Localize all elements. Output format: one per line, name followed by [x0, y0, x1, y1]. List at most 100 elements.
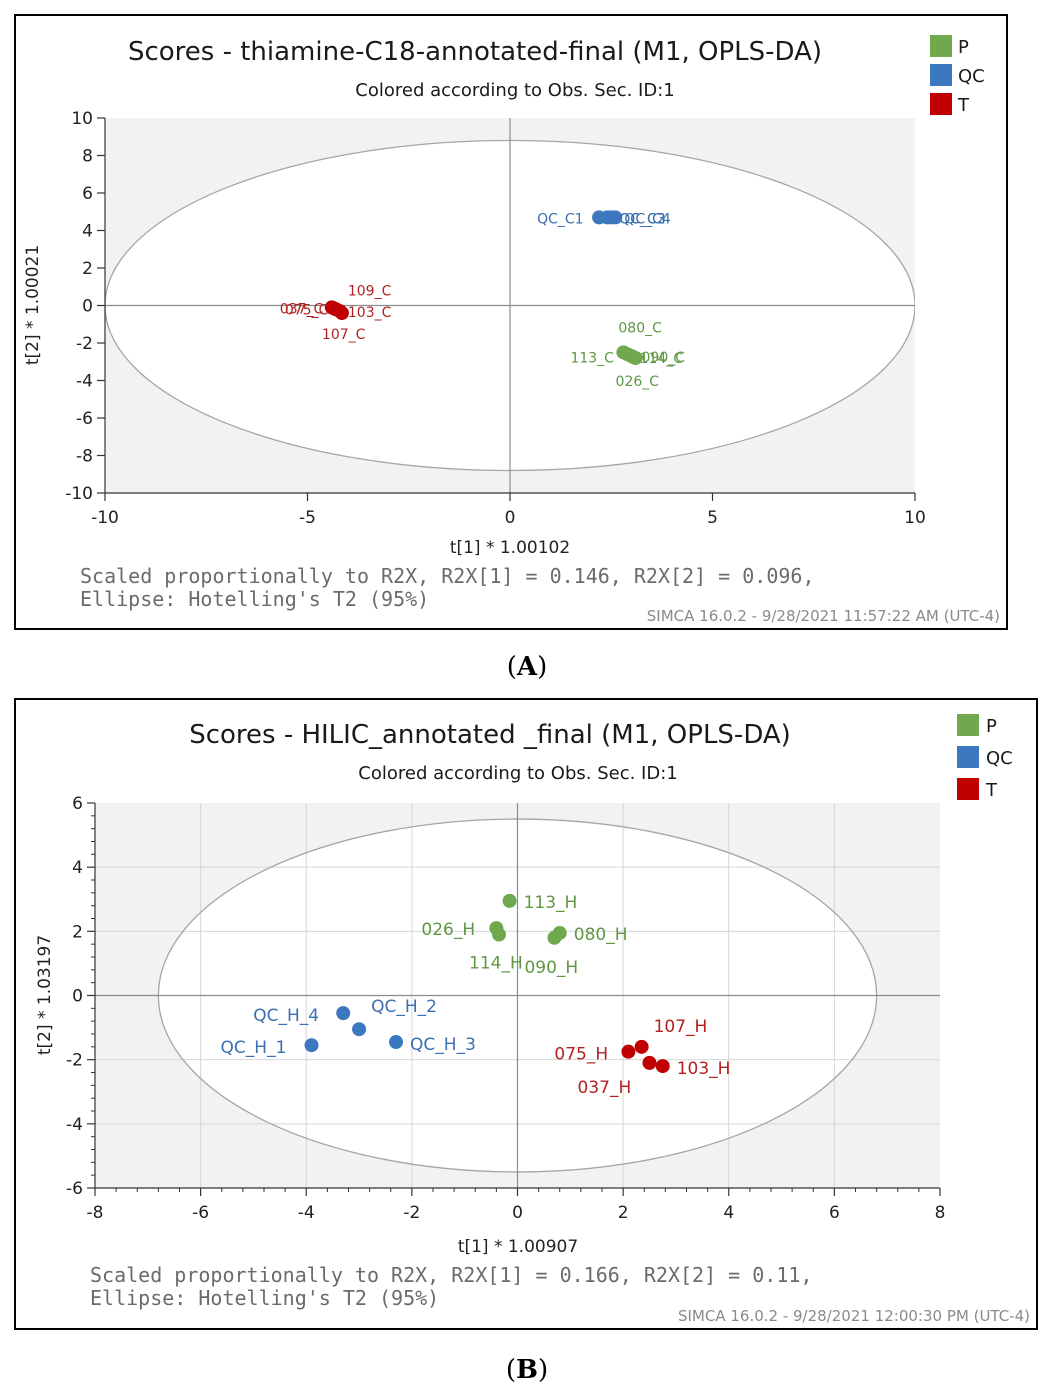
- y-tick-label: 0: [82, 297, 93, 317]
- point-label: 109_C: [348, 283, 392, 299]
- panel-b-label: (B): [506, 1355, 548, 1385]
- y-tick-label: -2: [66, 1051, 83, 1071]
- x-tick-label: 10: [904, 508, 926, 528]
- legend-swatch-t: [957, 778, 979, 800]
- x-tick-label: 8: [935, 1203, 946, 1223]
- legend-label-t: T: [985, 780, 998, 801]
- x-tick-label: -5: [299, 508, 316, 528]
- panel-a-software-stamp: SIMCA 16.0.2 - 9/28/2021 11:57:22 AM (UT…: [647, 607, 1000, 625]
- point-label: 080_C: [618, 320, 662, 336]
- point-label: 090_C: [642, 350, 686, 366]
- series-p: 113_H 026_H 114_H 090_H 080_H: [421, 893, 627, 978]
- point-label: QC_H_1: [221, 1038, 287, 1058]
- panel-b-software-stamp: SIMCA 16.0.2 - 9/28/2021 12:00:30 PM (UT…: [678, 1307, 1030, 1325]
- data-point: [642, 1055, 657, 1070]
- point-label: QC_H_2: [371, 997, 437, 1017]
- panel-a-footnote-line2: Ellipse: Hotelling's T2 (95%): [80, 587, 429, 611]
- point-label: 103_H: [677, 1059, 731, 1079]
- data-point: [352, 1022, 367, 1037]
- point-label: QC_C3: [619, 211, 665, 227]
- y-tick-label: -10: [65, 484, 93, 504]
- data-point: [552, 925, 567, 940]
- point-label: 113_C: [570, 350, 614, 366]
- point-label: 090_H: [524, 958, 578, 978]
- y-tick-label: 2: [82, 259, 93, 279]
- x-tick-label: 0: [512, 1203, 523, 1223]
- data-point: [304, 1038, 319, 1053]
- panel-b: Scores - HILIC_annotated _final (M1, OPL…: [14, 698, 1038, 1330]
- panel-b-x-axis-title: t[1] * 1.00907: [458, 1237, 578, 1257]
- legend-swatch-t: [930, 93, 952, 115]
- x-tick-label: 2: [618, 1203, 629, 1223]
- legend-swatch-p: [957, 714, 979, 736]
- x-tick-label: 4: [723, 1203, 734, 1223]
- panel-a-legend: P QC T: [930, 35, 985, 116]
- panel-a-subtitle: Colored according to Obs. Sec. ID:1: [355, 80, 674, 101]
- panel-b-legend: P QC T: [957, 714, 1013, 801]
- point-label: 114_C: [640, 351, 684, 367]
- x-tick-label: -10: [91, 508, 119, 528]
- y-tick-label: -8: [76, 447, 93, 467]
- legend-swatch-qc: [930, 64, 952, 86]
- point-label: 080_H: [574, 925, 628, 945]
- panel-a-label: (A): [507, 652, 548, 682]
- y-tick-label: -2: [76, 334, 93, 354]
- panel-a-title: Scores - thiamine-C18-annotated-final (M…: [128, 37, 822, 67]
- point-label: 107_H: [654, 1017, 708, 1037]
- point-label: QC_C4: [624, 211, 671, 227]
- panel-a: Scores - thiamine-C18-annotated-final (M…: [14, 14, 1008, 630]
- point-label: 113_H: [524, 893, 578, 913]
- y-tick-label: -6: [76, 409, 93, 429]
- data-point: [492, 927, 507, 942]
- data-point: [334, 306, 349, 320]
- legend-swatch-p: [930, 35, 952, 57]
- point-label: 075_C: [285, 302, 329, 318]
- point-label: QC_H_3: [410, 1035, 476, 1055]
- y-tick-label: 4: [72, 858, 83, 878]
- x-tick-label: 0: [505, 508, 516, 528]
- point-label: QC_C1: [537, 211, 583, 227]
- x-tick-label: -8: [87, 1203, 104, 1223]
- x-tick-label: -6: [192, 1203, 209, 1223]
- point-label: 075_H: [554, 1045, 608, 1065]
- legend-label-p: P: [958, 37, 969, 58]
- x-tick-label: 5: [707, 508, 718, 528]
- data-point: [389, 1035, 404, 1050]
- y-tick-label: 0: [72, 987, 83, 1007]
- x-tick-label: -4: [298, 1203, 315, 1223]
- panel-a-footnote-line1: Scaled proportionally to R2X, R2X[1] = 0…: [80, 564, 815, 588]
- data-point: [502, 893, 517, 908]
- x-tick-label: -2: [403, 1203, 420, 1223]
- data-point: [634, 1039, 649, 1054]
- panel-b-subtitle: Colored according to Obs. Sec. ID:1: [358, 763, 677, 784]
- legend-label-qc: QC: [958, 66, 985, 87]
- point-label: 037_C: [280, 301, 324, 317]
- point-label: 026_C: [616, 374, 660, 390]
- y-tick-label: 2: [72, 922, 83, 942]
- point-label: 103_C: [348, 305, 392, 321]
- y-tick-label: -4: [66, 1115, 83, 1135]
- legend-label-qc: QC: [986, 748, 1013, 769]
- panel-b-footnote-line2: Ellipse: Hotelling's T2 (95%): [90, 1286, 439, 1310]
- point-label: 026_H: [421, 920, 475, 940]
- data-point: [621, 1044, 636, 1059]
- point-label: QC_H_4: [253, 1006, 319, 1026]
- data-point: [608, 210, 623, 225]
- data-point: [336, 1006, 351, 1021]
- legend-label-p: P: [986, 716, 997, 737]
- series-qc: QC_H_4 QC_H_2 QC_H_1 QC_H_3: [221, 997, 476, 1058]
- panel-a-x-axis-title: t[1] * 1.00102: [450, 538, 570, 558]
- panel-a-y-axis-title: t[2] * 1.00021: [23, 245, 43, 365]
- panel-b-y-axis-title: t[2] * 1.03197: [35, 935, 55, 1055]
- y-tick-label: -4: [76, 372, 93, 392]
- series-t: 107_H 075_H 037_H 103_H: [554, 1017, 730, 1098]
- legend-label-t: T: [957, 95, 970, 116]
- x-tick-label: 6: [829, 1203, 840, 1223]
- y-tick-label: 6: [82, 184, 93, 204]
